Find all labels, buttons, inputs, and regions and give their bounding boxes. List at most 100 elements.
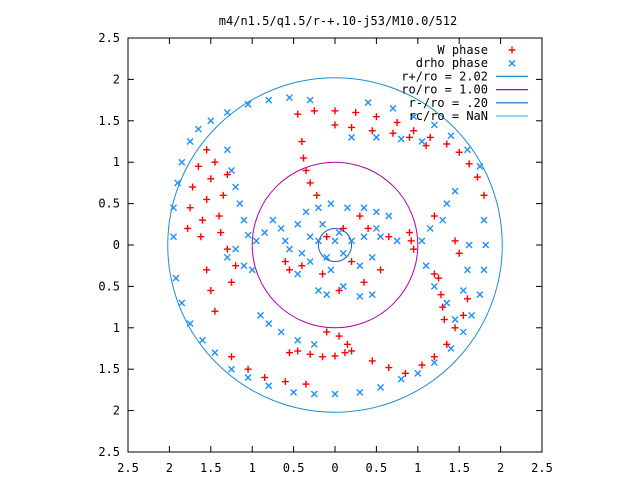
reference-circles xyxy=(167,77,503,413)
drho-phase-point xyxy=(360,233,368,241)
x-tick-label: 1.5 xyxy=(448,461,470,475)
w-phase-point xyxy=(310,107,318,115)
drho-phase-point xyxy=(265,320,273,328)
drho-phase-point xyxy=(414,369,422,377)
drho-phase-point xyxy=(360,204,368,212)
w-phase-point xyxy=(407,237,415,245)
drho-phase-point xyxy=(228,166,235,174)
w-phase-point xyxy=(443,340,451,348)
w-phase-point xyxy=(435,274,442,282)
drho-phase-point xyxy=(397,375,405,383)
w-phase-point xyxy=(294,347,302,355)
drho-phase-point xyxy=(232,245,240,253)
x-tick-label: 2 xyxy=(166,461,173,475)
y-tick-label: 2 xyxy=(113,404,120,418)
drho-phase-point xyxy=(426,224,434,232)
w-phase-point xyxy=(244,365,252,373)
legend-label: W phase xyxy=(437,43,488,57)
drho-phase-point xyxy=(244,231,252,239)
w-phase-point xyxy=(219,191,227,199)
legend-label: r+/ro = 2.02 xyxy=(401,69,488,83)
w-phase-point xyxy=(211,307,219,315)
y-tick-label: 0.5 xyxy=(98,279,120,293)
w-phase-point xyxy=(356,212,364,220)
circle-2 xyxy=(317,227,353,263)
x-tick-label: 1 xyxy=(414,461,421,475)
w-phase-point xyxy=(194,162,202,170)
w-phase-point xyxy=(331,107,339,115)
drho-phase-point xyxy=(339,282,347,290)
w-phase-point xyxy=(223,171,231,179)
w-phase-point xyxy=(302,380,310,388)
x-tick-label: 2.5 xyxy=(117,461,139,475)
w-phase-point xyxy=(406,229,414,237)
drho-phase-point xyxy=(174,179,182,187)
w-phase-point xyxy=(197,233,205,241)
w-phase-point xyxy=(306,179,314,187)
w-phase-point xyxy=(389,129,397,137)
drho-phase-point xyxy=(170,204,178,212)
w-phase-point xyxy=(319,353,327,361)
drho-phase-point xyxy=(348,237,356,245)
drho-phase-point xyxy=(422,262,430,270)
w-phase-point xyxy=(465,160,473,168)
w-phase-point xyxy=(207,287,215,295)
w-phase-point xyxy=(217,229,225,237)
w-phase-point xyxy=(300,154,308,162)
y-tick-label: 1.5 xyxy=(98,114,120,128)
w-phase-point xyxy=(285,349,293,357)
w-phase-point xyxy=(385,364,393,372)
w-phase-point xyxy=(439,303,447,311)
w-phase-point xyxy=(377,266,385,274)
drho-phase-point xyxy=(310,340,318,348)
drho-phase-point xyxy=(306,96,314,104)
drho-phase-point xyxy=(418,138,426,145)
drho-phase-point xyxy=(172,274,180,282)
drho-phase-point xyxy=(356,388,364,396)
drho-phase-point xyxy=(331,390,339,398)
chart-title: m4/n1.5/q1.5/r-+.10-j53/M10.0/512 xyxy=(219,14,457,28)
drho-phase-point xyxy=(364,99,372,107)
drho-phase-point xyxy=(439,216,447,224)
w-phase-point xyxy=(372,113,380,121)
w-phase-point xyxy=(285,266,293,274)
w-phase-point xyxy=(302,166,310,174)
drho-phase-point xyxy=(306,233,314,241)
w-phase-point xyxy=(313,191,321,199)
drho-phase-point xyxy=(207,117,215,125)
w-phase-point xyxy=(339,224,347,232)
drho-phase-point xyxy=(327,200,335,208)
drho-phase-point xyxy=(256,311,264,319)
w-phase-point xyxy=(323,328,331,336)
y-tick-label: 2.5 xyxy=(98,445,120,459)
drho-phase-point xyxy=(223,146,231,154)
drho-phase-point xyxy=(248,266,256,274)
w-phase-point xyxy=(319,270,327,278)
w-phase-point xyxy=(437,291,445,299)
drho-phase-point xyxy=(314,287,322,295)
w-phase-point xyxy=(410,127,418,135)
w-phase-point xyxy=(228,278,235,286)
x-tick-label: 0.5 xyxy=(283,461,305,475)
w-phase-point xyxy=(199,216,207,224)
legend-label: ro/ro = 1.00 xyxy=(401,83,488,97)
w-phase-point xyxy=(203,266,211,274)
w-phase-point xyxy=(281,378,289,386)
drho-phase-point xyxy=(240,262,248,270)
w-phase-point xyxy=(189,183,197,191)
y-tick-label: 0 xyxy=(113,238,120,252)
drho-phase-point xyxy=(281,237,289,245)
drho-phase-point xyxy=(228,365,235,373)
y-tick-label: 2.5 xyxy=(98,31,120,45)
drho-phase-point xyxy=(443,200,451,208)
drho-phase-point xyxy=(372,208,380,216)
drho-phase-point xyxy=(290,388,298,396)
w-phase-point xyxy=(215,212,223,220)
drho-phase-point xyxy=(385,212,393,220)
drho-phase-point xyxy=(323,291,331,299)
circle-1 xyxy=(251,161,419,329)
drho-phase-point xyxy=(377,233,385,241)
drho-phase-point xyxy=(294,220,302,228)
drho-phase-point xyxy=(327,266,335,274)
